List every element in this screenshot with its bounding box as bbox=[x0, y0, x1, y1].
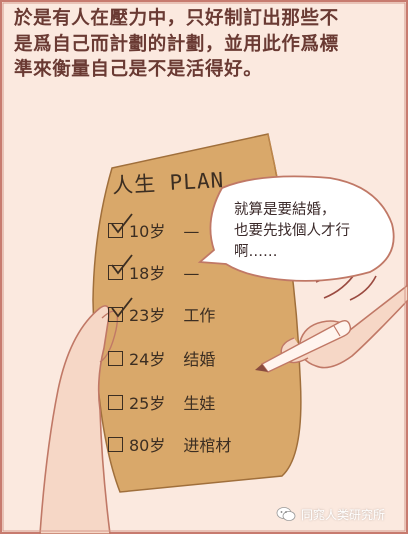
checkbox bbox=[108, 307, 123, 322]
plan-row: 25岁 生娃 bbox=[108, 390, 215, 414]
caption-line-1: 於是有人在壓力中，只好制訂出那些不 bbox=[14, 8, 339, 29]
speech-bubble-text: 就算是要結婚， 也要先找個人才行 啊…… bbox=[234, 200, 404, 263]
bubble-line-2: 也要先找個人才行 bbox=[234, 223, 350, 239]
plan-row: 18岁 — bbox=[108, 260, 200, 284]
motion-line-3 bbox=[349, 275, 377, 301]
pen bbox=[260, 319, 352, 373]
checkbox bbox=[108, 223, 123, 238]
checkbox bbox=[108, 395, 123, 410]
caption-line-3: 準來衡量自己是不是活得好。 bbox=[14, 59, 263, 80]
plan-item: 结婚 bbox=[183, 350, 216, 369]
caption-line-2: 是爲自己而計劃的計劃，並用此作爲標 bbox=[14, 33, 339, 55]
plan-age: 25岁 bbox=[129, 394, 166, 413]
left-hand bbox=[39, 305, 111, 534]
left-thumb bbox=[99, 310, 119, 363]
plan-row: 10岁 — bbox=[108, 218, 200, 242]
check-mark-1 bbox=[111, 213, 133, 234]
caption: 於是有人在壓力中，只好制訂出那些不 是爲自己而計劃的計劃，並用此作爲標 準來衡量… bbox=[14, 6, 398, 83]
plan-row: 23岁 工作 bbox=[108, 302, 215, 326]
plan-age: 10岁 bbox=[129, 222, 166, 241]
plan-age: 18岁 bbox=[129, 264, 166, 283]
bubble-line-3: 啊…… bbox=[234, 244, 278, 260]
plan-age: 23岁 bbox=[129, 306, 166, 325]
plan-age: 80岁 bbox=[129, 436, 166, 455]
speech-bubble bbox=[197, 175, 395, 282]
check-mark-3 bbox=[111, 297, 133, 318]
plan-dash: — bbox=[183, 222, 201, 241]
plan-row: 80岁 进棺材 bbox=[108, 432, 231, 456]
plan-dash: — bbox=[183, 264, 201, 283]
checkbox bbox=[108, 437, 123, 452]
watermark: 同窕人类研究所 bbox=[276, 502, 406, 526]
plan-item: 进棺材 bbox=[183, 436, 232, 455]
check-mark-2 bbox=[111, 254, 133, 275]
pen-stripe bbox=[333, 325, 341, 337]
checkbox bbox=[108, 351, 123, 366]
plan-title: 人生 PLAN bbox=[111, 168, 225, 198]
wechat-icon bbox=[276, 507, 296, 521]
checkbox bbox=[108, 265, 123, 280]
plan-item: 生娃 bbox=[183, 394, 216, 413]
plan-age: 24岁 bbox=[129, 350, 166, 369]
pen-tip bbox=[255, 364, 268, 372]
plan-row: 24岁 结婚 bbox=[108, 346, 215, 370]
plan-item: 工作 bbox=[183, 306, 216, 325]
bubble-line-1: 就算是要結婚， bbox=[234, 202, 336, 218]
watermark-label: 同窕人类研究所 bbox=[301, 507, 386, 522]
